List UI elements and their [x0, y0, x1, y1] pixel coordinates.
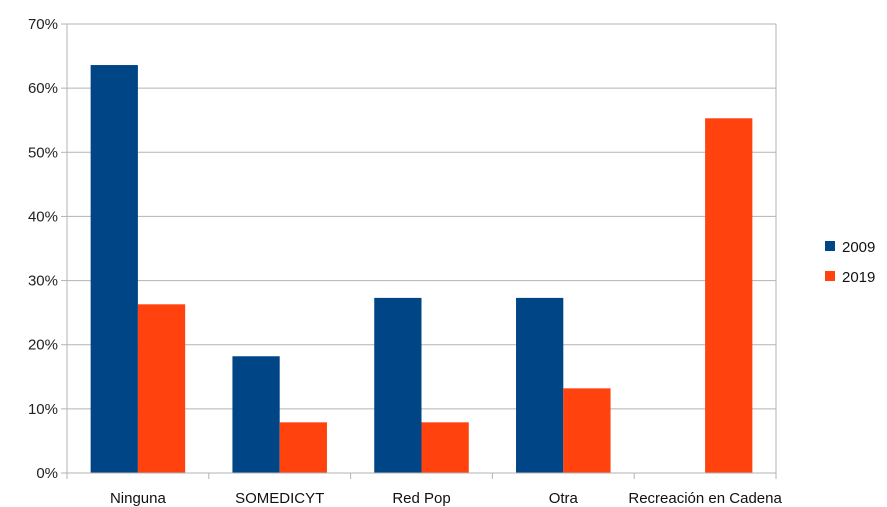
- x-category-label: Recreación en Cadena: [628, 490, 782, 507]
- bar-2009-0: [90, 65, 138, 474]
- y-tick-label: 70%: [28, 16, 58, 33]
- legend-swatch: [825, 271, 835, 281]
- bar-2009-2: [374, 297, 422, 473]
- bar-2019-1: [279, 422, 327, 473]
- y-tick-label: 50%: [28, 144, 58, 161]
- y-tick-label: 60%: [28, 80, 58, 97]
- bar-2019-2: [421, 422, 469, 473]
- legend-label: 2019: [842, 269, 875, 286]
- y-tick-label: 40%: [28, 208, 58, 225]
- legend: 2009 2019: [825, 239, 875, 286]
- bar-2009-3: [516, 297, 564, 473]
- bar-2019-4: [705, 118, 753, 473]
- axes: [66, 24, 777, 479]
- y-tick-label: 20%: [28, 337, 58, 354]
- x-category-label: Red Pop: [392, 490, 450, 507]
- bar-2019-3: [563, 388, 611, 473]
- x-axis-labels: Ninguna SOMEDICYT Red Pop Otra Recreación en…: [110, 490, 783, 507]
- x-category-label: Otra: [549, 490, 579, 507]
- legend-swatch: [825, 241, 835, 251]
- y-axis-ticks: 0% 10% 20% 30% 40% 50% 60% 70%: [28, 16, 67, 482]
- legend-label: 2009: [842, 239, 875, 256]
- y-tick-label: 30%: [28, 273, 58, 290]
- y-tick-label: 0%: [36, 465, 58, 482]
- bars: [90, 65, 753, 474]
- bar-2009-1: [232, 356, 280, 473]
- x-category-label: Ninguna: [110, 490, 167, 507]
- x-category-label: SOMEDICYT: [235, 490, 324, 507]
- bar-2019-0: [137, 304, 186, 473]
- y-tick-label: 10%: [28, 401, 58, 418]
